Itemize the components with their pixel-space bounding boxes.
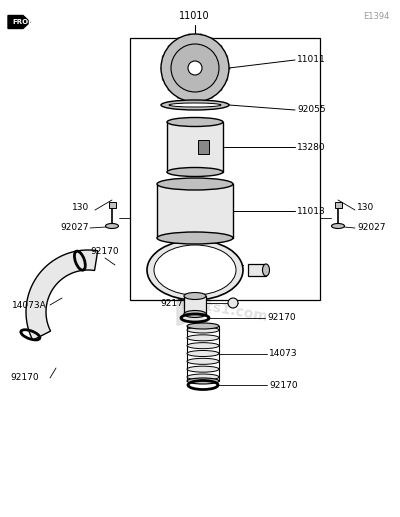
Bar (108, 202, 116, 208)
Ellipse shape (187, 343, 219, 348)
Text: 130: 130 (357, 204, 374, 212)
Bar (167, 122, 223, 172)
Ellipse shape (157, 178, 233, 190)
Bar (198, 140, 209, 154)
Ellipse shape (187, 323, 219, 329)
Ellipse shape (262, 264, 270, 276)
Bar (184, 296, 206, 314)
Text: 130: 130 (72, 204, 89, 212)
FancyArrow shape (8, 16, 30, 28)
Circle shape (171, 44, 219, 92)
Ellipse shape (106, 223, 118, 229)
Ellipse shape (187, 374, 219, 380)
Text: 11013: 11013 (297, 206, 326, 216)
Text: 92170: 92170 (269, 381, 298, 389)
Text: 14073: 14073 (269, 349, 298, 358)
Text: 92170: 92170 (267, 313, 296, 323)
Ellipse shape (154, 245, 236, 295)
Bar (248, 264, 266, 276)
Text: 92055: 92055 (297, 105, 326, 114)
Circle shape (161, 34, 229, 102)
Bar (157, 184, 233, 238)
Polygon shape (180, 215, 203, 325)
Ellipse shape (187, 351, 219, 357)
Ellipse shape (157, 232, 233, 244)
Text: 92170: 92170 (10, 373, 39, 383)
Ellipse shape (332, 223, 344, 229)
Ellipse shape (167, 117, 223, 127)
Ellipse shape (161, 100, 229, 110)
Bar (334, 202, 342, 208)
Text: 92027: 92027 (60, 223, 88, 233)
Ellipse shape (167, 168, 223, 176)
Ellipse shape (184, 311, 206, 317)
Ellipse shape (187, 366, 219, 372)
Text: 11010: 11010 (179, 11, 210, 21)
Ellipse shape (187, 335, 219, 341)
Text: parts1.com: parts1.com (180, 295, 270, 325)
Ellipse shape (147, 240, 243, 300)
Ellipse shape (187, 327, 219, 333)
Text: 14073A: 14073A (12, 300, 47, 310)
Text: E1394: E1394 (364, 12, 390, 21)
Text: 11011: 11011 (297, 55, 326, 65)
Polygon shape (177, 215, 200, 325)
Text: 92170: 92170 (90, 248, 119, 256)
Ellipse shape (184, 293, 206, 299)
Ellipse shape (187, 358, 219, 364)
Ellipse shape (187, 378, 219, 384)
Text: 92171: 92171 (160, 298, 189, 308)
Ellipse shape (169, 103, 221, 107)
Circle shape (228, 298, 238, 308)
Text: 13280: 13280 (297, 143, 326, 151)
Polygon shape (26, 250, 98, 340)
Text: FRONT: FRONT (12, 19, 39, 25)
Text: 92027: 92027 (357, 223, 386, 233)
Circle shape (188, 61, 202, 75)
Bar (130, 38, 320, 300)
